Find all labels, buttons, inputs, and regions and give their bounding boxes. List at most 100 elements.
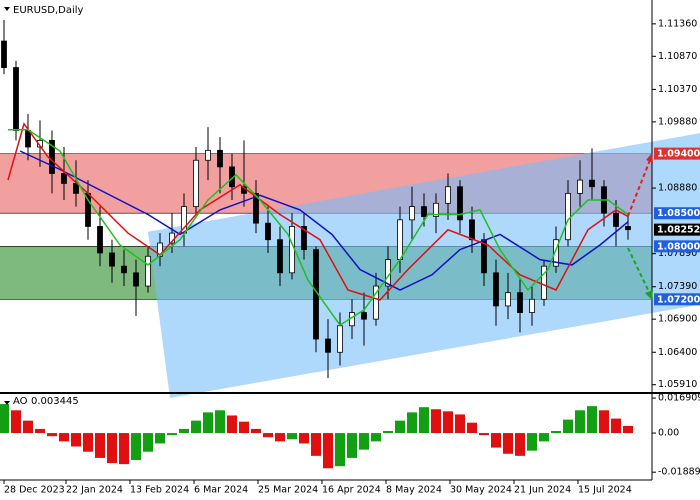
y-tick-label: 1.07890 [658, 248, 697, 259]
ao-bar [167, 433, 177, 436]
ao-bar [227, 415, 237, 434]
ao-bar [587, 406, 597, 434]
ao-bar [563, 419, 573, 434]
candle-body [529, 298, 535, 313]
level-box [654, 147, 700, 160]
y-tick-label: 1.07390 [658, 281, 697, 292]
indicator-title: AO [13, 396, 28, 407]
ao-bar [491, 433, 501, 448]
candle-body [493, 272, 499, 307]
candle-body [265, 222, 271, 241]
candle-body [613, 212, 619, 227]
ao-bar [383, 430, 393, 434]
x-tick-label: 28 Dec 2023 [4, 485, 65, 496]
candle-body [577, 179, 583, 194]
candle-body [517, 292, 523, 313]
trend-channel [148, 133, 700, 398]
level-box [654, 207, 700, 220]
candle-body [565, 192, 571, 241]
candle-body [133, 272, 139, 287]
candle-body [433, 202, 439, 217]
ao-pane [0, 404, 633, 469]
ao-bar [47, 433, 57, 437]
ao-bar [311, 433, 321, 456]
y-tick-label: 1.08880 [658, 183, 697, 194]
y-tick-label: 1.06400 [658, 347, 697, 358]
x-tick-label: 13 Feb 2024 [130, 485, 189, 496]
y-tick-label: 1.09880 [658, 116, 697, 127]
ao-bar [611, 418, 621, 434]
ao-bar [527, 433, 537, 451]
candle-body [121, 265, 127, 274]
candle-body [589, 179, 595, 188]
ao-bar [515, 433, 525, 456]
x-tick-label: 22 Jan 2024 [66, 485, 123, 496]
ao-bar [455, 414, 465, 434]
arrow-head [645, 290, 653, 300]
moving-average [19, 150, 629, 291]
indicator-value: 0.003445 [31, 396, 79, 407]
candle-body [505, 292, 511, 307]
menu-icon[interactable] [4, 7, 10, 11]
candle-body [97, 226, 103, 254]
arrow-head [646, 153, 653, 163]
arrow-up [627, 159, 651, 217]
candle-body [1, 40, 7, 68]
candle-body [373, 285, 379, 320]
candle-body [445, 186, 451, 204]
y-tick-label: -0.018898 [658, 467, 700, 478]
ao-bar [83, 433, 93, 452]
ao-bar [407, 412, 417, 434]
ao-bar [347, 433, 357, 458]
x-tick-label: 6 Mar 2024 [194, 485, 248, 496]
y-tick-label: 1.11360 [658, 18, 697, 29]
ao-bar [359, 433, 369, 450]
ao-bar [179, 428, 189, 434]
ao-bar [443, 411, 453, 434]
candle-body [325, 338, 331, 353]
candle-body [277, 239, 283, 274]
candle-body [625, 226, 631, 231]
candle-body [193, 159, 199, 208]
price-pane [0, 19, 700, 398]
ao-bar [71, 433, 81, 447]
candle-body [421, 206, 427, 217]
ao-bar [119, 433, 129, 465]
x-tick-label: 8 May 2024 [386, 485, 442, 496]
ao-bar [203, 412, 213, 434]
candle-body [301, 226, 307, 251]
y-tick-label: 0.016909 [658, 393, 700, 404]
y-tick-label: 0.00 [658, 428, 679, 439]
ao-bar [371, 433, 381, 442]
level-box [654, 293, 700, 306]
ao-bar [299, 433, 309, 444]
x-tick-label: 15 Jul 2024 [578, 485, 632, 496]
y-tick-label: 1.10370 [658, 84, 697, 95]
candle-body [457, 186, 463, 221]
ao-bar [215, 410, 225, 434]
candle-body [13, 67, 19, 131]
ao-bar [191, 420, 201, 434]
candle-body [337, 325, 343, 353]
ao-bar [143, 433, 153, 452]
ao-bar [35, 428, 45, 434]
ao-bar [575, 410, 585, 434]
ao-bar [263, 433, 273, 438]
ao-bar [59, 433, 69, 442]
candle-body [289, 226, 295, 274]
price-box [654, 223, 700, 236]
candle-body [217, 149, 223, 168]
ao-bar [0, 404, 9, 434]
ao-bar [539, 433, 549, 442]
ao-bar [551, 430, 561, 434]
candle-body [361, 312, 367, 320]
menu-icon[interactable] [4, 401, 10, 405]
candle-body [469, 219, 475, 241]
ao-bar [395, 420, 405, 434]
level-box-label: 1.08500 [657, 208, 700, 219]
ao-bar [23, 420, 33, 434]
moving-average [8, 129, 629, 327]
x-tick-label: 21 Jun 2024 [514, 485, 571, 496]
price-box-label: 1.08252 [657, 225, 700, 236]
